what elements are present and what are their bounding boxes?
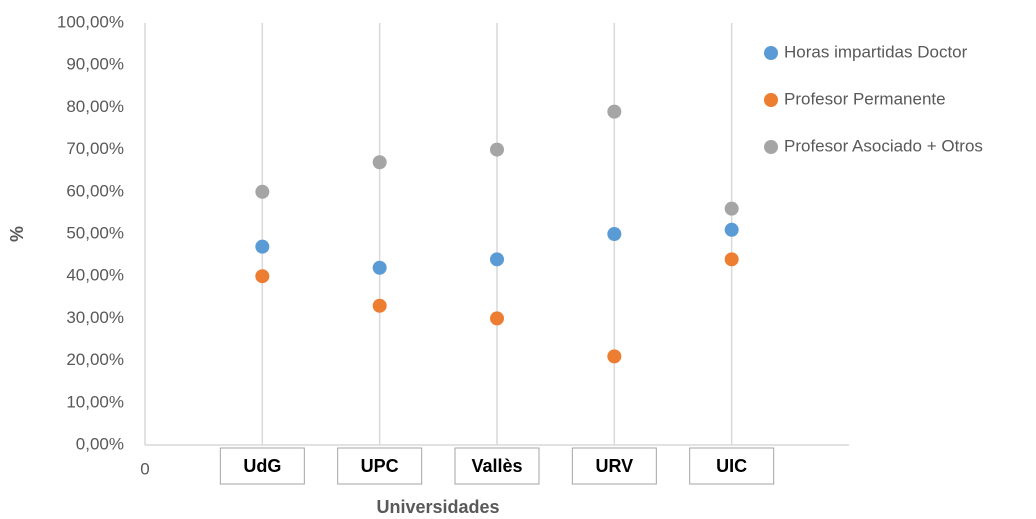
category-box [219,447,305,485]
legend-label: Profesor Permanente [784,89,946,108]
legend-label: Profesor Asociado + Otros [784,136,983,155]
point [255,239,270,254]
category-box [337,447,423,485]
x-category-label: URV [595,456,633,476]
category-box [689,447,775,485]
x-category-label: Vallès [471,456,522,476]
y-tick-label: 0,00% [76,434,124,453]
point [607,227,622,241]
point [490,252,504,267]
category-box [571,447,657,485]
point [255,269,270,284]
x-axis-label: Universidades [376,497,499,517]
point [724,222,739,237]
x-category-label: UPC [361,456,399,476]
y-tick-label: 40,00% [66,266,124,285]
y-tick-label: 10,00% [66,392,124,411]
point [372,260,387,275]
y-axis-label: % [7,226,27,242]
y-tick-label: 30,00% [66,308,124,327]
point [255,184,270,199]
y-tick-label: 50,00% [66,223,124,242]
legend-marker [764,140,778,154]
y-tick-label: 100,00% [57,12,124,31]
y-tick-label: 80,00% [66,97,124,116]
y-tick-label: 20,00% [66,350,124,369]
point [607,104,622,119]
point [372,155,387,170]
y-tick-label: 70,00% [66,139,124,158]
point [490,142,504,157]
x-category-label: UdG [243,456,281,476]
category-box [454,447,540,485]
point [490,311,504,326]
point [607,349,622,364]
x-tick-label: 0 [140,459,149,478]
y-tick-label: 90,00% [66,55,124,74]
legend-label: Horas impartidas Doctor [784,42,968,61]
x-category-label: UIC [716,456,747,476]
point [724,252,739,267]
y-tick-label: 60,00% [66,181,124,200]
point [372,298,387,313]
legend-marker [764,46,778,60]
point [724,201,739,216]
legend-marker [764,93,778,107]
